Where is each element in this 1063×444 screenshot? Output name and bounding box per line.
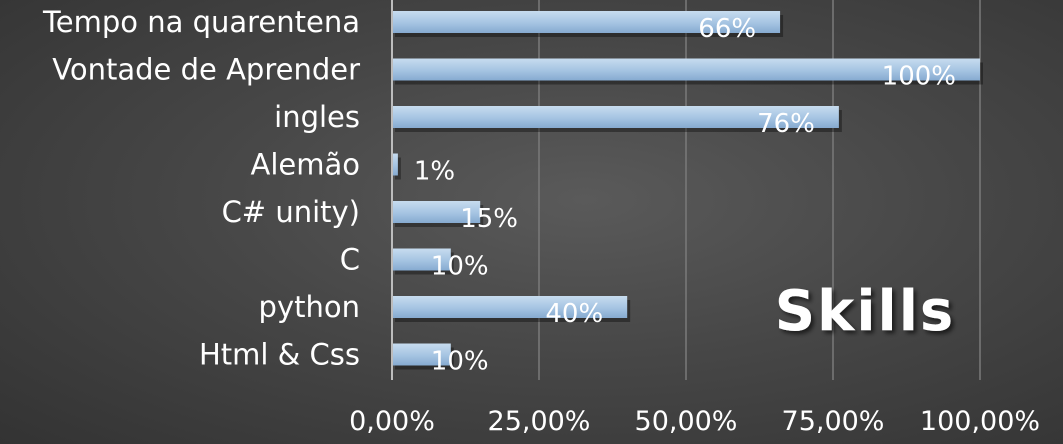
- bar: [392, 248, 451, 271]
- bar: [392, 153, 398, 176]
- x-tick-label: 100,00%: [920, 406, 1040, 437]
- category-label: Html & Css: [199, 338, 360, 372]
- category-label: Alemão: [250, 148, 360, 182]
- x-tick-label: 25,00%: [488, 406, 591, 437]
- data-label: 100%: [882, 62, 956, 92]
- bar: [392, 11, 781, 33]
- x-tick-label: 75,00%: [782, 406, 885, 437]
- category-label: C: [340, 243, 360, 277]
- x-tick-label: 0,00%: [349, 406, 435, 437]
- category-label: ingles: [274, 100, 360, 134]
- chart-title: Skills: [775, 279, 956, 344]
- data-label: 76%: [757, 109, 815, 139]
- bar: [392, 58, 980, 81]
- category-label: Tempo na quarentena: [42, 5, 360, 39]
- category-label: Vontade de Aprender: [52, 53, 360, 87]
- bars: [392, 11, 983, 370]
- category-label: C# unity): [222, 195, 360, 229]
- bar: [392, 296, 628, 318]
- bar: [392, 343, 451, 366]
- bar-shadow: [395, 157, 401, 180]
- category-label: python: [259, 290, 360, 324]
- bar: [392, 106, 839, 128]
- data-label: 10%: [431, 347, 489, 377]
- data-label: 40%: [545, 299, 603, 329]
- data-label: 10%: [431, 252, 489, 282]
- data-label: 66%: [698, 14, 756, 44]
- category-labels: Tempo na quarentena Vontade de Aprender in…: [42, 5, 360, 372]
- data-label: 15%: [460, 204, 518, 234]
- bar: [392, 201, 481, 223]
- x-tick-label: 50,00%: [635, 406, 738, 437]
- data-label: 1%: [414, 157, 455, 187]
- x-tick-labels: 0,00% 25,00% 50,00% 75,00% 100,00%: [349, 406, 1040, 437]
- data-labels: 66% 100% 76% 1%15% 10% 40% 10%: [414, 14, 956, 377]
